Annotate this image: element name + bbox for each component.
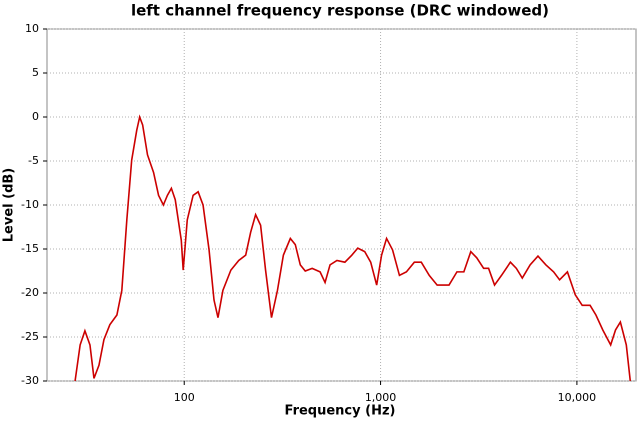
y-tick-label: 0	[32, 110, 39, 123]
y-axis-label: Level (dB)	[2, 168, 17, 242]
y-tick-label: -20	[21, 286, 39, 299]
y-tick-label: -15	[21, 242, 39, 255]
x-axis-label: Frequency (Hz)	[285, 404, 396, 419]
x-tick-label: 10,000	[558, 391, 597, 404]
y-tick-label: -25	[21, 330, 39, 343]
x-tick-label: 1,000	[365, 391, 397, 404]
x-tick-label: 100	[174, 391, 195, 404]
chart-title: left channel frequency response (DRC win…	[131, 2, 549, 20]
y-tick-label: 10	[25, 22, 39, 35]
y-tick-label: -30	[21, 374, 39, 387]
y-tick-label: -5	[28, 154, 39, 167]
data-line	[74, 114, 632, 381]
y-tick-label: -10	[21, 198, 39, 211]
y-tick-label: 5	[32, 66, 39, 79]
